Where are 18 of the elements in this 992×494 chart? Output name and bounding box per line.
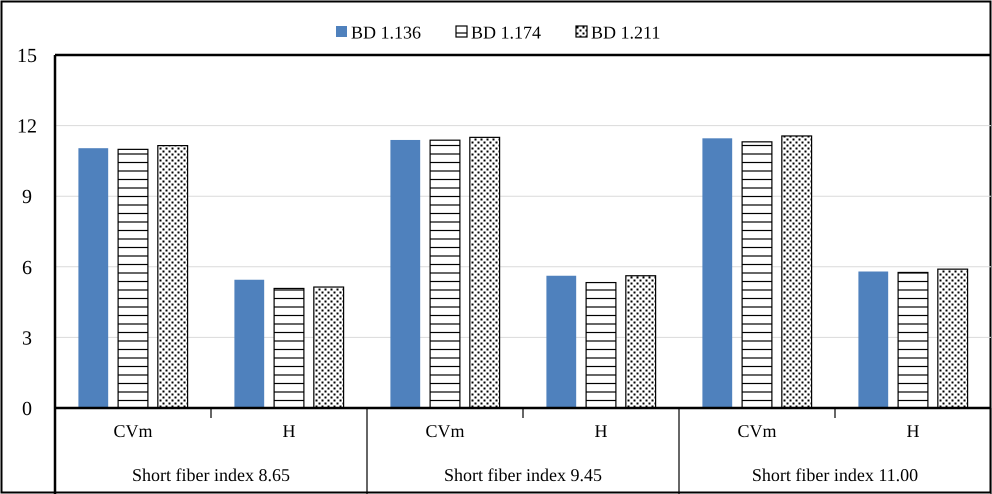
x-tick-label: H bbox=[282, 421, 296, 441]
y-tick-label: 15 bbox=[17, 45, 37, 67]
x-tick-label: H bbox=[594, 421, 608, 441]
y-tick-label: 3 bbox=[22, 327, 32, 350]
legend-label: BD 1.174 bbox=[471, 22, 542, 42]
legend-label: BD 1.136 bbox=[351, 22, 422, 42]
x-tick-label: H bbox=[906, 421, 920, 441]
y-tick-label: 12 bbox=[17, 116, 37, 138]
y-tick-label: 9 bbox=[22, 186, 32, 208]
x-tick-label: CVm bbox=[737, 421, 777, 441]
y-tick-label: 0 bbox=[22, 398, 32, 420]
y-tick-label: 6 bbox=[22, 256, 32, 279]
x-tick-label: CVm bbox=[113, 421, 153, 441]
text: Short fiber index 8.65 bbox=[132, 465, 290, 485]
legend-label: BD 1.211 bbox=[591, 22, 660, 42]
text: Short fiber index 11.00 bbox=[752, 465, 918, 485]
x-tick-label: CVm bbox=[425, 421, 465, 441]
text: Short fiber index 9.45 bbox=[444, 465, 602, 485]
